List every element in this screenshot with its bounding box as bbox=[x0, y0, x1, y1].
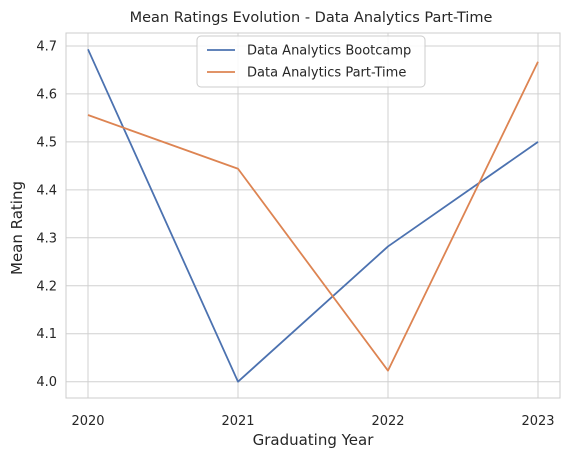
y-tick-label: 4.1 bbox=[36, 327, 57, 342]
series-lines bbox=[87, 48, 539, 383]
y-tick-label: 4.4 bbox=[36, 183, 57, 198]
x-tick-label: 2020 bbox=[71, 414, 104, 429]
y-tick-label: 4.6 bbox=[36, 87, 57, 102]
legend: Data Analytics Bootcamp Data Analytics Pa… bbox=[196, 35, 426, 88]
x-tick-label: 2023 bbox=[521, 414, 554, 429]
y-tick-label: 4.0 bbox=[36, 375, 57, 390]
y-axis-ticks: 4.0 4.1 4.2 4.3 4.4 4.5 4.6 4.7 bbox=[36, 39, 57, 390]
legend-box bbox=[196, 35, 426, 88]
y-tick-label: 4.2 bbox=[36, 279, 57, 294]
legend-label-0: Data Analytics Bootcamp bbox=[247, 44, 411, 59]
grid bbox=[66, 33, 560, 398]
y-tick-label: 4.3 bbox=[36, 231, 57, 246]
chart-title: Mean Ratings Evolution - Data Analytics … bbox=[130, 10, 493, 26]
x-tick-label: 2022 bbox=[371, 414, 404, 429]
y-axis-label: Mean Rating bbox=[8, 181, 26, 275]
y-tick-label: 4.5 bbox=[36, 135, 57, 150]
series-line-0 bbox=[87, 48, 539, 383]
legend-label-1: Data Analytics Part-Time bbox=[247, 66, 406, 81]
series-line-1 bbox=[87, 61, 539, 372]
y-tick-label: 4.7 bbox=[36, 39, 57, 54]
x-axis-label: Graduating Year bbox=[253, 431, 375, 449]
x-tick-label: 2021 bbox=[221, 414, 254, 429]
x-axis-ticks: 2020 2021 2022 2023 bbox=[71, 414, 554, 429]
plot-frame bbox=[65, 32, 561, 399]
